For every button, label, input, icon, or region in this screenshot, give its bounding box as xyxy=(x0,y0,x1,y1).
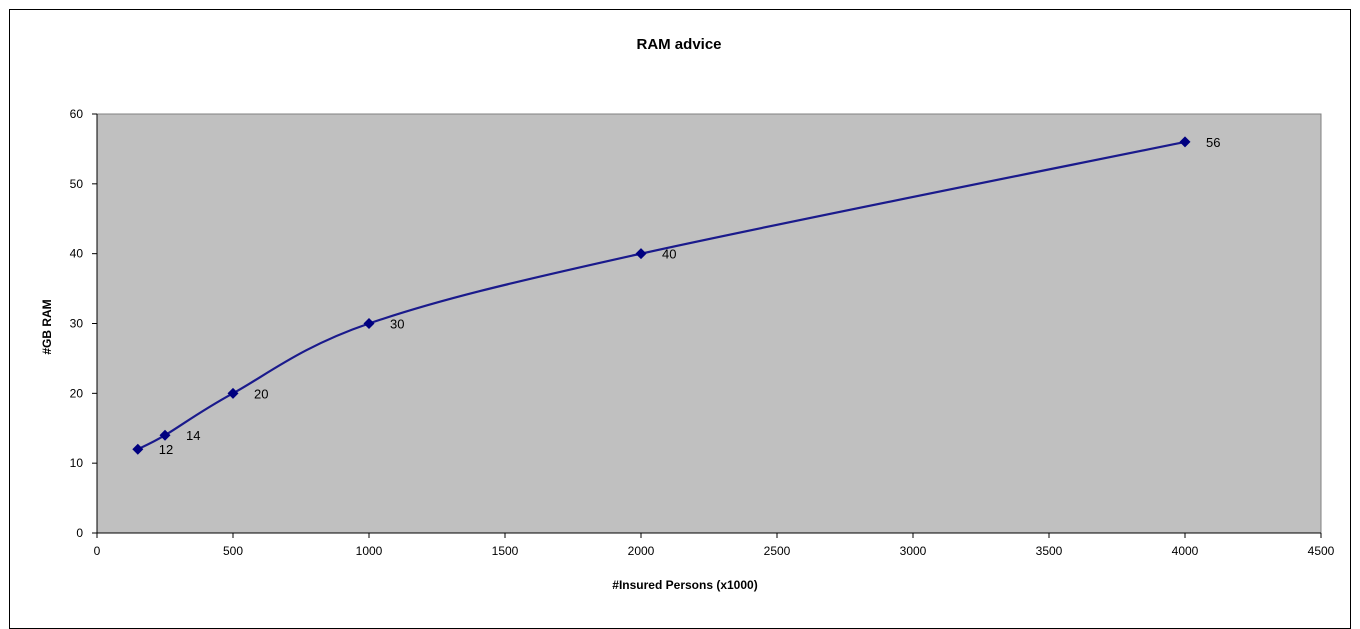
data-label: 30 xyxy=(390,317,404,332)
data-point xyxy=(159,429,171,441)
y-tick-label: 50 xyxy=(70,177,84,191)
x-tick-label: 4500 xyxy=(1308,544,1335,558)
series-line xyxy=(137,140,1186,451)
data-label: 12 xyxy=(159,442,173,457)
y-tick-label: 20 xyxy=(70,386,84,400)
x-tick-label: 500 xyxy=(223,544,243,558)
x-tick-label: 2500 xyxy=(764,544,791,558)
x-tick-label: 2000 xyxy=(628,544,655,558)
y-tick-label: 10 xyxy=(70,456,84,470)
y-tick-label: 60 xyxy=(70,107,84,121)
y-tick-label: 0 xyxy=(76,526,83,540)
y-tick-label: 40 xyxy=(70,247,84,261)
y-axis-title: #GB RAM xyxy=(40,299,54,354)
chart-title: RAM advice xyxy=(636,36,721,53)
x-tick-label: 0 xyxy=(94,544,101,558)
data-point xyxy=(227,387,239,399)
x-axis-title: #Insured Persons (x1000) xyxy=(612,578,757,592)
x-tick-label: 1500 xyxy=(492,544,519,558)
data-point xyxy=(1179,136,1191,148)
data-labels: 12 14 20 30 40 56 xyxy=(159,135,1221,457)
series-markers xyxy=(132,136,1191,455)
y-axis: 0 10 20 30 40 50 60 xyxy=(70,107,97,540)
x-tick-label: 4000 xyxy=(1172,544,1199,558)
data-point xyxy=(132,443,144,455)
x-axis: 0 500 1000 1500 2000 2500 3000 3500 4000 4500 xyxy=(94,533,1335,558)
x-tick-label: 3500 xyxy=(1036,544,1063,558)
data-point xyxy=(635,248,647,260)
data-point xyxy=(363,318,375,329)
x-tick-label: 3000 xyxy=(900,544,927,558)
x-tick-label: 1000 xyxy=(356,544,383,558)
data-label: 56 xyxy=(1206,135,1220,150)
y-tick-label: 30 xyxy=(70,317,84,331)
plot-area xyxy=(96,113,1322,534)
data-label: 40 xyxy=(662,247,676,262)
data-label: 20 xyxy=(254,386,268,401)
data-label: 14 xyxy=(186,428,200,443)
